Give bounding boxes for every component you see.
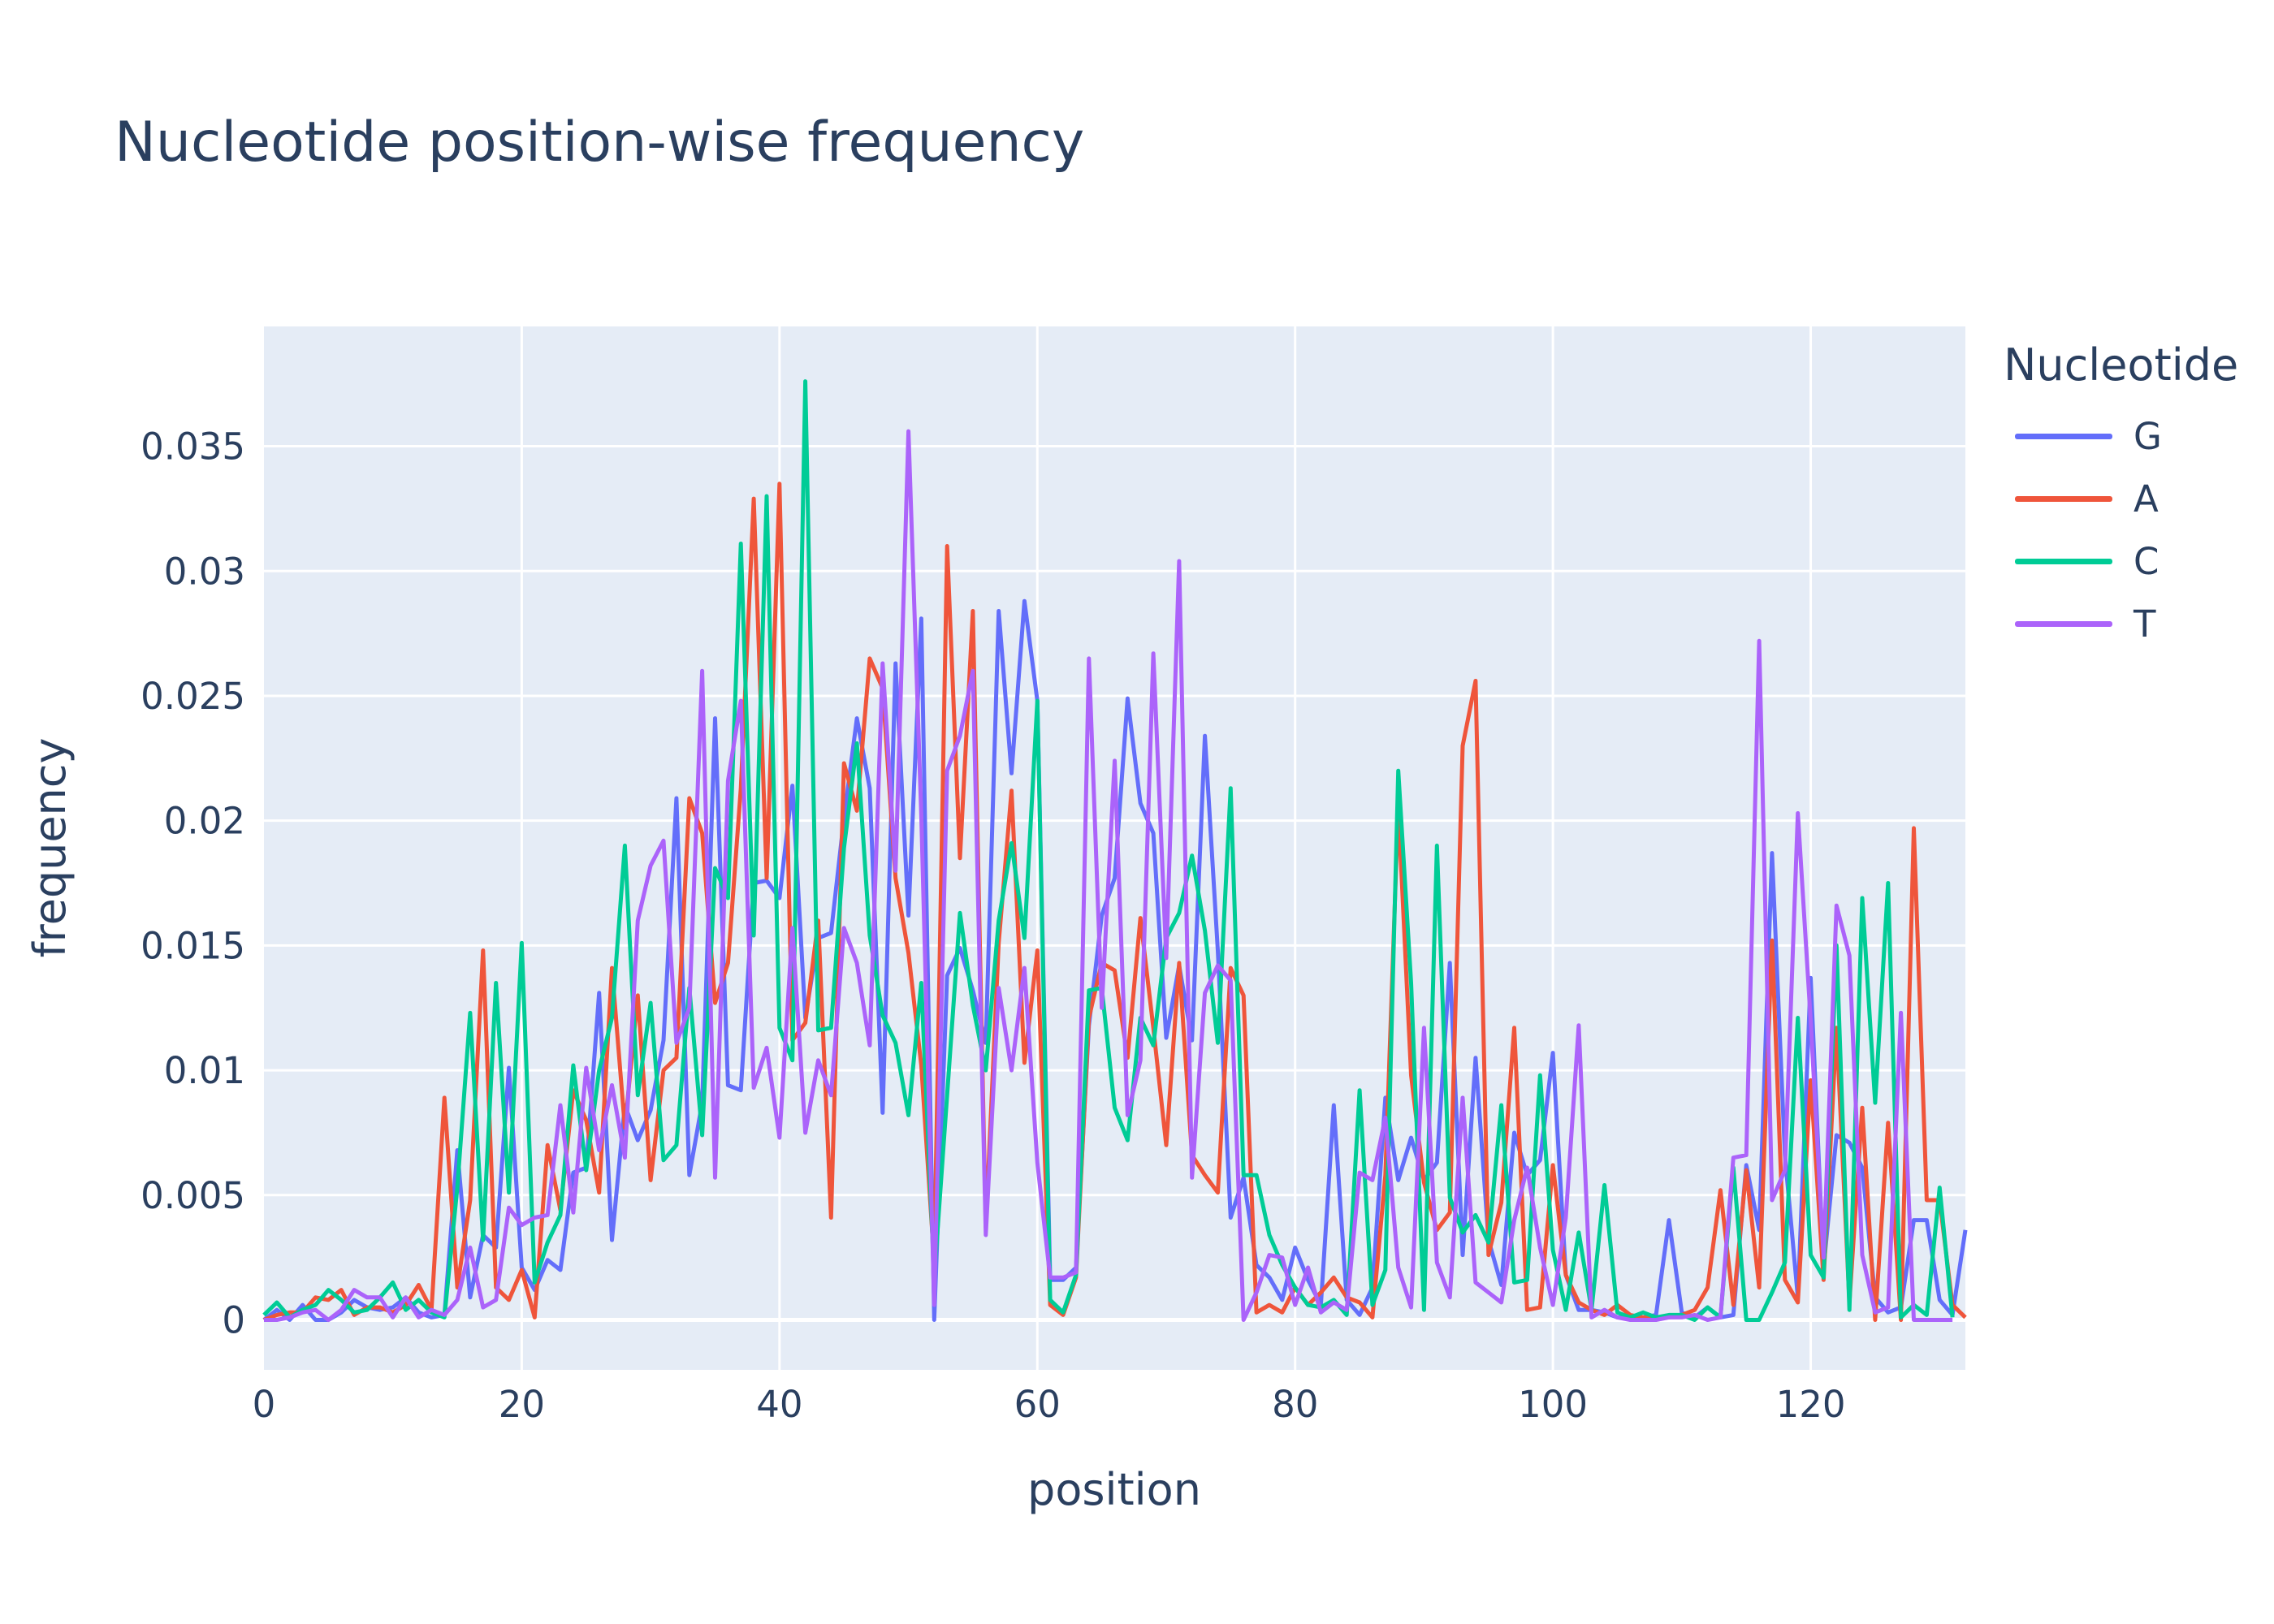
legend-label: G: [2133, 415, 2162, 458]
legend-label: T: [2133, 603, 2156, 646]
legend-item-C[interactable]: C: [2004, 530, 2238, 593]
legend-label: A: [2133, 477, 2159, 520]
y-tick-label: 0.01: [164, 1049, 245, 1092]
legend-swatch: [2015, 496, 2112, 502]
series-line-T: [264, 429, 1953, 1322]
x-tick-label: 0: [253, 1383, 276, 1426]
y-tick-label: 0.015: [141, 924, 245, 967]
x-tick-label: 40: [756, 1383, 802, 1426]
x-tick-label: 20: [499, 1383, 545, 1426]
y-tick-label: 0.025: [141, 675, 245, 718]
y-tick-labels: 0 0.005 0.01 0.015 0.02 0.025 0.03 0.035: [141, 425, 245, 1342]
y-tick-label: 0.035: [141, 425, 245, 469]
x-tick-label: 100: [1518, 1383, 1588, 1426]
y-axis-title: frequency: [24, 738, 76, 958]
legend-swatch: [2015, 559, 2112, 564]
legend-title: Nucleotide: [2004, 339, 2239, 391]
legend-item-G[interactable]: G: [2004, 405, 2238, 468]
legend-item-A[interactable]: A: [2004, 468, 2238, 530]
x-axis-title: position: [1027, 1464, 1201, 1515]
y-tick-label: 0.005: [141, 1174, 245, 1217]
legend-swatch: [2015, 434, 2112, 439]
x-tick-label: 120: [1776, 1383, 1846, 1426]
series-line-C: [262, 379, 1955, 1322]
y-tick-label: 0.02: [164, 800, 245, 843]
series-line-G: [262, 598, 1968, 1322]
y-tick-label: 0: [222, 1299, 245, 1342]
x-tick-label: 80: [1272, 1383, 1318, 1426]
x-tick-labels: 0 20 40 60 80 100 120: [253, 1383, 1846, 1426]
legend-swatch: [2015, 621, 2112, 627]
chart-title: Nucleotide position-wise frequency: [115, 110, 1085, 175]
x-tick-label: 60: [1014, 1383, 1061, 1426]
grid-lines: [264, 326, 1965, 1370]
legend-item-T[interactable]: T: [2004, 593, 2238, 655]
legend-label: C: [2133, 540, 2159, 583]
y-tick-label: 0.03: [164, 550, 245, 593]
series-lines: [262, 379, 1968, 1322]
